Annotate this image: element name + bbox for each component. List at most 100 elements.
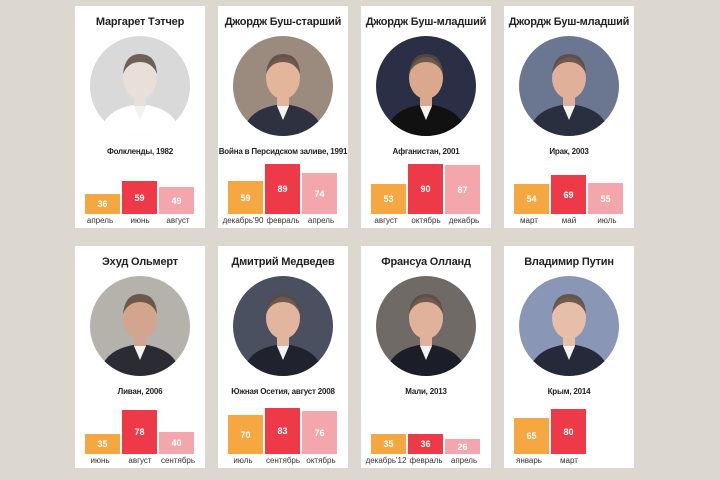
month-label: июль — [597, 216, 617, 225]
rating-bar: 59 — [228, 181, 263, 214]
event-label: Крым, 2014 — [547, 387, 591, 396]
rating-bars: 65 80 — [514, 398, 624, 454]
rating-bar: 70 — [228, 415, 263, 454]
leader-card: Джордж Буш-старший Война в Персидском зал… — [218, 6, 348, 228]
month-label: апрель — [86, 216, 114, 225]
leader-card: Джордж Буш-младший Афганистан, 2001 53 90 87… — [361, 6, 491, 228]
month-label: январь — [516, 456, 542, 465]
leader-name: Джордж Буш-младший — [365, 16, 487, 28]
rating-bar: 65 — [514, 418, 549, 454]
bar-value-label: 54 — [526, 194, 537, 204]
month-label: август — [166, 216, 190, 225]
month-label: май — [561, 216, 577, 225]
leader-portrait — [233, 36, 333, 136]
month-label: июль — [233, 456, 253, 465]
bar-value-label: 69 — [563, 189, 574, 200]
bar-value-label: 55 — [600, 193, 611, 204]
leader-portrait — [376, 276, 476, 376]
rating-bar: 26 — [445, 439, 480, 454]
event-label: Фолкленды, 1982 — [106, 147, 174, 156]
leader-name: Франсуа Олланд — [381, 256, 471, 268]
event-label: Война в Персидском заливе, 1991 — [218, 147, 348, 156]
rating-bars: 35 78 40 — [85, 398, 195, 454]
leader-name: Джордж Буш-старший — [224, 16, 342, 28]
bar-value-label: 35 — [97, 439, 108, 449]
rating-bars: 59 89 74 — [228, 158, 338, 214]
rating-bars: 54 69 55 — [514, 158, 624, 214]
bar-value-label: 59 — [134, 192, 145, 203]
rating-bar: 55 — [588, 183, 623, 214]
leader-card: Эхуд Ольмерт Ливан, 2006 35 78 40 июнь август с… — [75, 246, 205, 468]
bar-value-label: 89 — [277, 184, 288, 194]
month-label: август — [374, 216, 398, 225]
event-label: Ливан, 2006 — [117, 387, 163, 396]
leader-card: Джордж Буш-младший Ирак, 2003 54 69 55 март ма… — [504, 6, 634, 228]
rating-bars: 35 36 26 — [371, 398, 481, 454]
month-label: декабрь'12 — [365, 456, 407, 465]
rating-bar: 54 — [514, 184, 549, 214]
bar-value-label: 65 — [526, 431, 537, 441]
rating-bar: 76 — [302, 411, 337, 454]
rating-bar: 36 — [85, 194, 120, 214]
month-label: март — [520, 216, 538, 225]
month-label: апрель — [450, 456, 478, 465]
bar-value-label: 36 — [420, 439, 431, 449]
month-label: сентябрь — [160, 456, 196, 465]
bar-value-label: 74 — [314, 188, 325, 199]
bar-value-label: 53 — [383, 194, 394, 204]
bar-value-label: 90 — [420, 184, 431, 194]
month-label: апрель — [307, 216, 335, 225]
month-label: октябрь — [306, 456, 336, 465]
bar-value-label: 36 — [97, 199, 108, 209]
rating-bars: 70 83 76 — [228, 398, 338, 454]
rating-bars: 53 90 87 — [371, 158, 481, 214]
leader-card: Маргарет Тэтчер Фолкленды, 1982 36 59 49 апре… — [75, 6, 205, 228]
event-label: Ирак, 2003 — [549, 147, 589, 156]
bar-value-label: 78 — [134, 427, 145, 437]
bar-value-label: 59 — [240, 192, 251, 203]
leader-name: Маргарет Тэтчер — [95, 16, 185, 28]
rating-bar: 87 — [445, 165, 480, 214]
rating-bar: 78 — [122, 410, 157, 454]
rating-bar: 49 — [159, 187, 194, 214]
month-label: сентябрь — [265, 456, 301, 465]
rating-bar: 80 — [551, 409, 586, 454]
month-label: октябрь — [411, 216, 441, 225]
event-label: Мали, 2013 — [405, 387, 447, 396]
leader-portrait — [519, 36, 619, 136]
leader-portrait — [90, 276, 190, 376]
bar-value-label: 76 — [314, 427, 325, 438]
bar-value-label: 26 — [457, 441, 468, 452]
leader-portrait — [233, 276, 333, 376]
leader-card: Владимир Путин Крым, 2014 65 80 январь март — [504, 246, 634, 468]
bar-value-label: 49 — [171, 195, 182, 206]
rating-bar: 74 — [302, 173, 337, 214]
leader-portrait — [90, 36, 190, 136]
bar-value-label: 80 — [563, 426, 574, 437]
rating-bar: 40 — [159, 432, 194, 454]
leader-name: Дмитрий Медведев — [231, 256, 335, 268]
bar-value-label: 83 — [277, 426, 288, 436]
leader-name: Владимир Путин — [524, 256, 614, 268]
rating-bar: 35 — [371, 434, 406, 454]
rating-bar: 36 — [408, 434, 443, 454]
leader-portrait — [519, 276, 619, 376]
event-label: Южная Осетия, август 2008 — [231, 387, 335, 396]
leader-name: Эхуд Ольмерт — [102, 256, 178, 268]
event-label: Афганистан, 2001 — [392, 147, 460, 156]
rating-bar: 69 — [551, 175, 586, 214]
rating-bar: 90 — [408, 164, 443, 214]
month-label: июнь — [130, 216, 150, 225]
rating-bar: 35 — [85, 434, 120, 454]
month-label: февраль — [266, 216, 300, 225]
bar-value-label: 35 — [383, 439, 394, 449]
month-label: июнь — [90, 456, 110, 465]
leader-card: Франсуа Олланд Мали, 2013 35 36 26 декабрь'12… — [361, 246, 491, 468]
month-label: август — [128, 456, 152, 465]
bar-value-label: 87 — [457, 184, 468, 195]
rating-bar: 89 — [265, 164, 300, 214]
rating-bar: 83 — [265, 408, 300, 454]
leader-card: Дмитрий Медведев Южная Осетия, август 200… — [218, 246, 348, 468]
rating-bar: 53 — [371, 184, 406, 214]
month-label: март — [560, 456, 578, 465]
